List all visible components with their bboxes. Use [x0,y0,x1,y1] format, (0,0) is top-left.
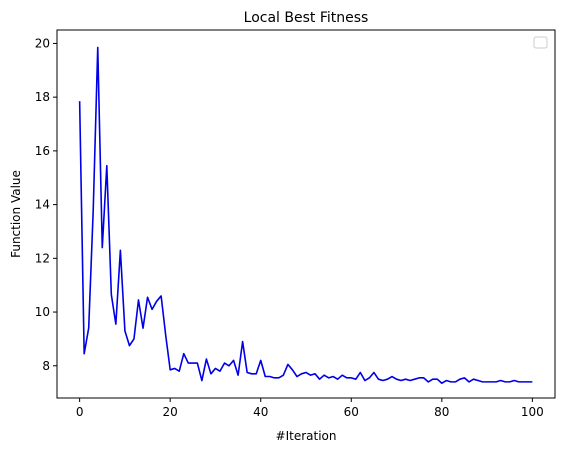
y-tick-label: 8 [42,359,50,373]
y-tick-label: 20 [35,36,50,50]
y-tick-label: 16 [35,144,50,158]
y-axis-ticks: 8 10 12 14 16 18 20 [35,36,57,373]
x-tick-label: 100 [521,405,544,419]
x-tick-label: 0 [76,405,84,419]
x-axis-ticks: 0 20 40 60 80 100 [76,398,544,419]
y-axis-title: Function Value [9,170,23,258]
y-tick-label: 10 [35,305,50,319]
series-line [78,46,533,385]
x-axis-title: #Iteration [276,429,337,443]
y-tick-label: 14 [35,198,50,212]
plot-area: 0 20 40 60 80 100 8 10 12 14 16 18 20 [35,29,556,419]
y-tick-label: 12 [35,251,50,265]
plot-frame [56,29,556,399]
legend-box [533,36,548,49]
x-tick-label: 40 [253,405,268,419]
x-tick-label: 80 [434,405,449,419]
y-tick-label: 18 [35,90,50,104]
x-tick-label: 60 [344,405,359,419]
chart-title: Local Best Fitness [244,10,369,26]
x-tick-label: 20 [163,405,178,419]
